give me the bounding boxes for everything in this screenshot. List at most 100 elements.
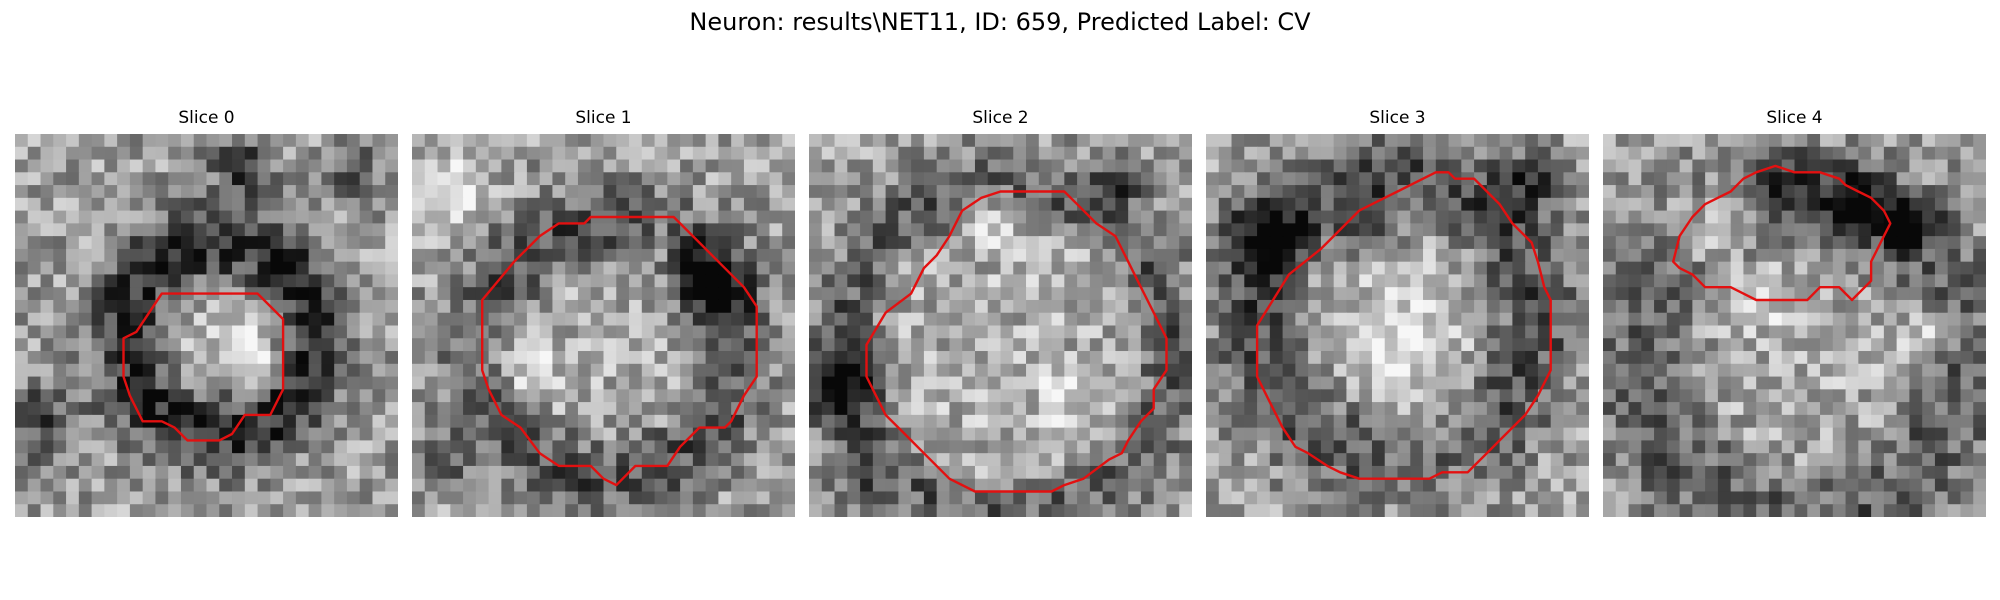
pixel-cell bbox=[1807, 223, 1821, 237]
pixel-cell bbox=[1641, 389, 1655, 403]
pixel-cell bbox=[412, 491, 426, 505]
pixel-cell bbox=[654, 351, 668, 365]
pixel-cell bbox=[667, 351, 681, 365]
pixel-cell bbox=[949, 414, 963, 429]
pixel-cell bbox=[949, 146, 963, 161]
pixel-cell bbox=[104, 338, 118, 352]
pixel-cell bbox=[40, 478, 54, 493]
pixel-cell bbox=[1474, 351, 1488, 365]
pixel-cell bbox=[705, 427, 719, 441]
pixel-cell bbox=[962, 312, 976, 327]
pixel-cell bbox=[232, 248, 246, 263]
pixel-cell bbox=[1563, 491, 1577, 505]
pixel-cell bbox=[206, 351, 220, 365]
pixel-cell bbox=[1960, 389, 1974, 403]
pixel-cell bbox=[1486, 172, 1501, 186]
pixel-cell bbox=[1333, 248, 1348, 263]
pixel-cell bbox=[809, 440, 823, 454]
pixel-cell bbox=[1730, 287, 1745, 301]
pixel-cell bbox=[1576, 427, 1589, 441]
pixel-cell bbox=[1692, 312, 1706, 327]
pixel-cell bbox=[641, 402, 656, 416]
pixel-cell bbox=[743, 453, 758, 467]
pixel-cell bbox=[756, 261, 771, 276]
pixel-cell bbox=[1641, 491, 1655, 505]
pixel-cell bbox=[1743, 453, 1757, 467]
pixel-cell bbox=[219, 134, 233, 148]
pixel-cell bbox=[27, 376, 42, 390]
pixel-cell bbox=[654, 325, 668, 339]
pixel-cell bbox=[1499, 236, 1513, 250]
pixel-cell bbox=[756, 185, 771, 199]
pixel-cell bbox=[616, 159, 630, 173]
pixel-cell bbox=[1717, 491, 1732, 505]
pixel-cell bbox=[1320, 223, 1335, 237]
pixel-cell bbox=[168, 351, 182, 365]
pixel-cell bbox=[1794, 299, 1808, 314]
pixel-cell bbox=[1730, 376, 1745, 390]
pixel-cell bbox=[385, 274, 398, 288]
pixel-cell bbox=[463, 223, 477, 237]
pixel-cell bbox=[1179, 312, 1192, 327]
pixel-cell bbox=[1077, 274, 1091, 288]
pixel-cell bbox=[1730, 159, 1745, 173]
pixel-cell bbox=[1679, 299, 1693, 314]
pixel-cell bbox=[1641, 414, 1655, 429]
pixel-cell bbox=[295, 338, 310, 352]
pixel-cell bbox=[1486, 236, 1501, 250]
pixel-cell bbox=[974, 363, 989, 378]
pixel-cell bbox=[1794, 223, 1808, 237]
pixel-cell bbox=[1179, 504, 1192, 517]
pixel-cell bbox=[1064, 504, 1078, 517]
pixel-cell bbox=[616, 504, 630, 517]
pixel-cell bbox=[1666, 363, 1681, 378]
pixel-cell bbox=[1820, 312, 1834, 327]
pixel-cell bbox=[1000, 197, 1014, 212]
pixel-cell bbox=[705, 185, 719, 199]
pixel-cell bbox=[1320, 414, 1335, 429]
pixel-cell bbox=[590, 223, 605, 237]
pixel-cell bbox=[180, 440, 195, 454]
pixel-cell bbox=[501, 146, 515, 161]
pixel-cell bbox=[91, 389, 105, 403]
pixel-cell bbox=[1128, 312, 1142, 327]
pixel-cell bbox=[129, 465, 144, 480]
pixel-cell bbox=[847, 363, 861, 378]
pixel-cell bbox=[1666, 287, 1681, 301]
pixel-cell bbox=[1064, 402, 1078, 416]
pixel-cell bbox=[142, 210, 157, 224]
pixel-cell bbox=[15, 248, 29, 263]
pixel-cell bbox=[1089, 159, 1104, 173]
pixel-cell bbox=[295, 287, 310, 301]
pixel-cell bbox=[1576, 504, 1589, 517]
pixel-cell bbox=[1794, 210, 1808, 224]
pixel-cell bbox=[1435, 363, 1450, 378]
pixel-cell bbox=[1295, 185, 1309, 199]
pixel-cell bbox=[437, 172, 451, 186]
pixel-cell bbox=[629, 312, 643, 327]
pixel-cell bbox=[526, 299, 541, 314]
pixel-cell bbox=[1153, 146, 1168, 161]
pixel-cell bbox=[450, 325, 464, 339]
pixel-cell bbox=[1051, 261, 1065, 276]
pixel-cell bbox=[437, 504, 451, 517]
pixel-cell bbox=[1231, 402, 1245, 416]
pixel-cell bbox=[244, 504, 259, 517]
pixel-cell bbox=[1384, 478, 1399, 493]
pixel-cell bbox=[1705, 146, 1719, 161]
pixel-cell bbox=[1102, 274, 1116, 288]
pixel-cell bbox=[1206, 427, 1220, 441]
pixel-cell bbox=[898, 236, 912, 250]
pixel-cell bbox=[180, 465, 195, 480]
pixel-cell bbox=[1537, 338, 1552, 352]
pixel-cell bbox=[1820, 159, 1834, 173]
pixel-cell bbox=[168, 146, 182, 161]
pixel-cell bbox=[104, 440, 118, 454]
pixel-cell bbox=[283, 299, 297, 314]
pixel-cell bbox=[769, 146, 783, 161]
pixel-cell bbox=[667, 338, 681, 352]
pixel-cell bbox=[616, 453, 630, 467]
pixel-cell bbox=[860, 427, 874, 441]
pixel-cell bbox=[1371, 465, 1386, 480]
pixel-cell bbox=[1794, 248, 1808, 263]
